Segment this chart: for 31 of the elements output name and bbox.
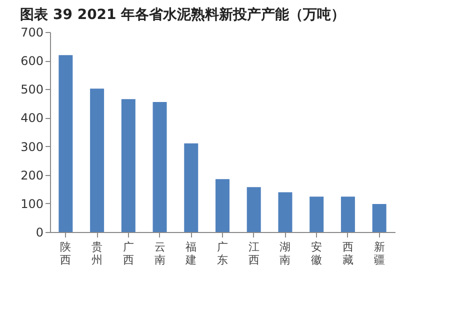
y-tick-label: 700 <box>20 26 44 40</box>
bar <box>278 192 292 232</box>
bar <box>216 179 230 232</box>
x-tick-label: 新疆 <box>374 240 385 266</box>
x-tick-label: 湖南 <box>280 240 291 266</box>
x-tick-label: 江西 <box>248 240 260 266</box>
x-tick-label: 贵州 <box>92 240 103 266</box>
bar <box>372 204 386 232</box>
x-tick-label: 云南 <box>154 240 166 266</box>
y-tick-label: 200 <box>20 168 44 182</box>
bar <box>246 187 261 232</box>
bar <box>90 88 104 232</box>
bar <box>340 196 355 232</box>
x-tick-label: 安徽 <box>311 240 322 266</box>
bar <box>58 55 73 232</box>
y-tick-label: 0 <box>36 226 44 240</box>
x-tick-label: 西藏 <box>342 240 354 266</box>
x-tick-label: 广西 <box>122 240 134 266</box>
y-tick-label: 400 <box>20 111 44 126</box>
bar <box>184 143 198 232</box>
y-tick-label: 100 <box>20 196 44 211</box>
x-tick-label: 广东 <box>217 240 228 266</box>
y-tick-label: 500 <box>20 82 44 97</box>
y-tick-label: 300 <box>20 140 44 154</box>
bar <box>152 102 167 232</box>
bar <box>310 196 324 232</box>
x-tick-label: 陕西 <box>60 240 72 266</box>
chart-title: 图表 39 2021 年各省水泥熟料新投产产能（万吨） <box>20 6 346 23</box>
x-tick-label: 福建 <box>184 240 197 266</box>
bar <box>121 99 136 232</box>
y-tick-label: 600 <box>20 54 44 68</box>
